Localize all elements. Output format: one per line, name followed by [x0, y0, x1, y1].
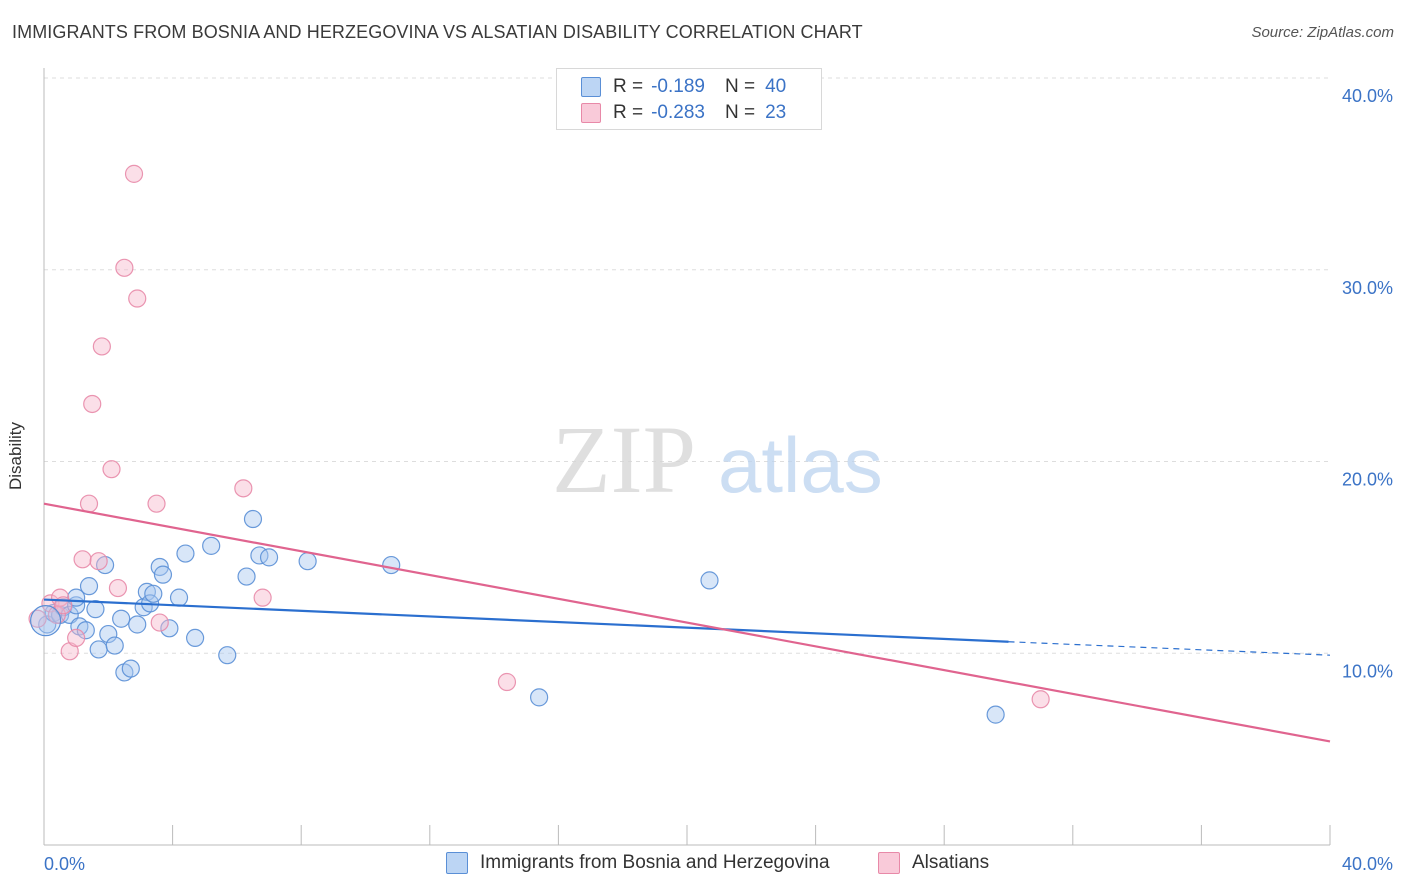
pink-data-point — [89, 552, 108, 571]
blue-data-point — [153, 565, 173, 584]
grid-lines — [44, 77, 1330, 654]
blue-data-point — [105, 636, 124, 655]
y-tick-label: 10.0% — [1342, 661, 1393, 681]
pink-data-point — [115, 258, 134, 277]
blue-data-point — [237, 567, 256, 586]
blue-data-point — [202, 536, 221, 555]
pink-data-point — [234, 479, 253, 498]
blue-data-point — [169, 588, 189, 607]
pink-data-point — [92, 337, 111, 356]
blue-data-point — [243, 509, 263, 529]
blue-data-point — [38, 615, 57, 634]
pink-data-point — [253, 588, 272, 607]
blue-data-point — [121, 659, 140, 678]
legend-row-pink: R = -0.283 N = 23 — [581, 101, 786, 125]
pink-data-point — [108, 578, 128, 598]
legend-n-label: N = — [724, 102, 756, 123]
legend-r-label: R = — [613, 76, 644, 97]
watermark-atlas: atlas — [718, 421, 883, 509]
pink-trend-line — [43, 502, 1331, 743]
series-legend-blue: Immigrants from Bosnia and Herzegovina — [446, 852, 830, 874]
blue-data-point — [76, 621, 95, 640]
source-label: Source: ZipAtlas.com — [1251, 24, 1394, 41]
legend-n-label: N = — [724, 76, 756, 97]
pink-data-point — [79, 494, 99, 513]
legend-r-value: -0.189 — [651, 76, 705, 97]
pink-data-point — [28, 609, 47, 628]
y-tick-label: 20.0% — [1342, 470, 1393, 490]
series-legend: Immigrants from Bosnia and Herzegovina A… — [0, 850, 1406, 878]
blue-data-point — [218, 646, 237, 665]
pink-data-point — [1031, 690, 1050, 709]
legend-n-value: 23 — [765, 102, 787, 123]
series-name-blue: Immigrants from Bosnia and Herzegovina — [480, 852, 830, 873]
x-tick-label: 40.0% — [1342, 854, 1393, 874]
y-tick-label: 30.0% — [1342, 278, 1393, 298]
data-points — [28, 164, 1050, 724]
stats-legend: R = -0.189 N = 40 R = -0.283 N = 23 — [556, 68, 822, 130]
pink-data-point — [124, 164, 144, 183]
blue-data-point — [128, 615, 147, 634]
pink-data-point — [67, 628, 86, 648]
blue-data-point — [99, 624, 118, 644]
blue-data-point — [160, 619, 179, 638]
blue-trend-line — [43, 598, 1009, 643]
legend-r-value: -0.283 — [651, 102, 705, 123]
blue-data-point — [137, 582, 156, 601]
pink-data-point — [150, 613, 169, 632]
axes — [43, 68, 1331, 846]
tick-labels: 10.0% 20.0% 30.0% 40.0% 0.0% 40.0% — [44, 86, 1393, 874]
legend-row-blue: R = -0.189 N = 40 — [581, 75, 786, 99]
blue-trend-extension — [1008, 641, 1331, 656]
legend-r-label: R = — [613, 102, 644, 123]
legend-n-value: 40 — [765, 76, 787, 97]
legend-swatch-blue — [581, 77, 601, 97]
blue-data-point — [176, 544, 195, 563]
blue-data-point — [382, 555, 401, 575]
y-axis-label: Disability — [6, 421, 25, 491]
series-legend-pink: Alsatians — [878, 852, 989, 874]
pink-data-point — [147, 494, 166, 513]
blue-data-point-large — [30, 605, 62, 637]
trend-lines — [43, 502, 1331, 743]
blue-data-point — [259, 548, 279, 567]
series-swatch-pink — [878, 852, 900, 874]
blue-data-point — [89, 640, 108, 659]
pink-data-point — [497, 672, 517, 692]
pink-data-point — [83, 394, 102, 414]
blue-data-point — [530, 688, 549, 707]
blue-data-point — [144, 584, 163, 603]
pink-data-point — [73, 550, 92, 569]
blue-data-point — [700, 571, 719, 590]
blue-data-point — [186, 628, 205, 648]
blue-data-point — [79, 577, 99, 596]
pink-data-point — [128, 289, 147, 308]
watermark-zip: ZIP — [552, 406, 696, 513]
blue-data-point — [86, 600, 105, 619]
pink-data-point — [102, 460, 121, 479]
blue-data-point — [298, 552, 317, 571]
blue-data-point — [44, 603, 63, 623]
blue-data-point — [986, 705, 1005, 724]
x-tick-label: 0.0% — [44, 854, 85, 874]
chart-title: IMMIGRANTS FROM BOSNIA AND HERZEGOVINA V… — [12, 22, 863, 42]
blue-data-point — [112, 609, 131, 628]
legend-swatch-pink — [581, 103, 601, 123]
series-name-pink: Alsatians — [912, 852, 990, 873]
series-swatch-blue — [446, 852, 468, 874]
y-tick-label: 40.0% — [1342, 86, 1393, 106]
